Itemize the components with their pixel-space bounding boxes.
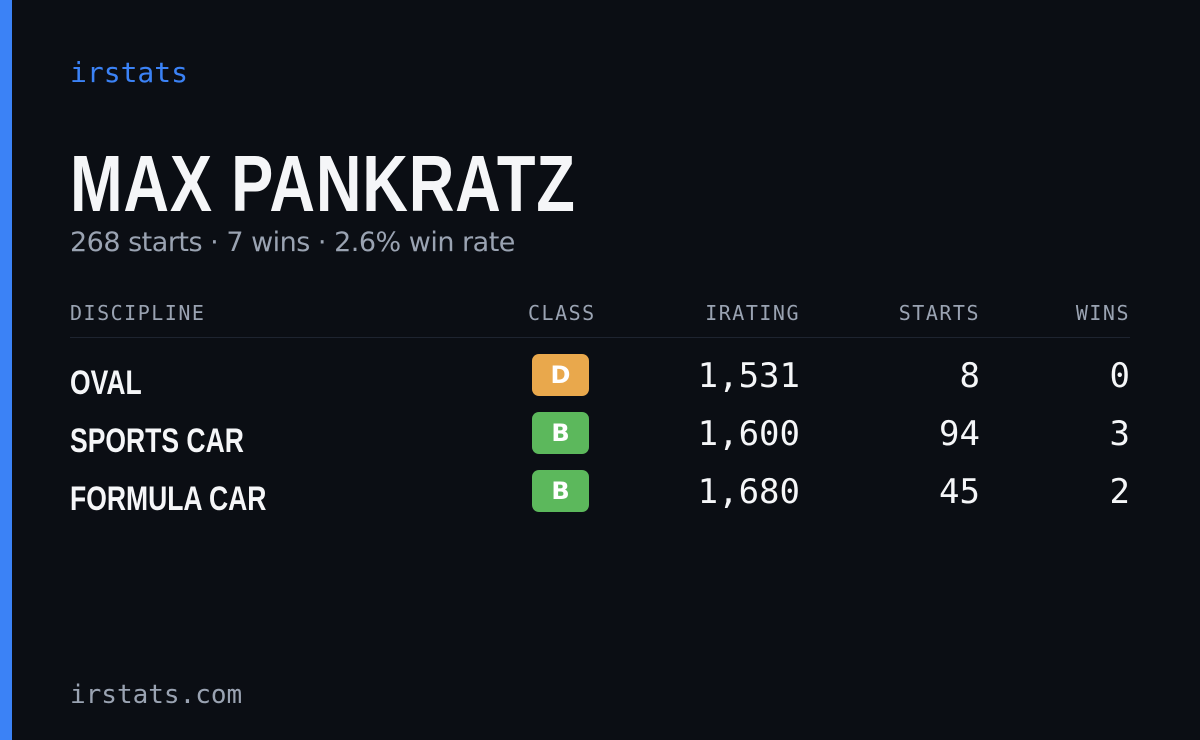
column-header: WINS xyxy=(1075,301,1130,325)
discipline: SPORTS CAR xyxy=(70,422,244,460)
accent-bar xyxy=(0,0,12,740)
wins: 0 xyxy=(1109,356,1130,396)
starts: 45 xyxy=(939,472,980,512)
irating: 1,680 xyxy=(697,472,800,512)
column-header: CLASS xyxy=(528,301,596,325)
column-header: IRATING xyxy=(705,301,800,325)
column-header: STARTS xyxy=(898,301,980,325)
header-rule xyxy=(70,337,1130,338)
footer: irstats.com xyxy=(70,680,243,710)
class-badge: B xyxy=(532,470,589,512)
irating: 1,531 xyxy=(697,356,800,396)
starts: 8 xyxy=(959,356,980,396)
driver-name: MAX PANKRATZ xyxy=(70,139,576,228)
irating: 1,600 xyxy=(697,414,800,454)
class-badge: B xyxy=(532,412,589,454)
starts: 94 xyxy=(939,414,980,454)
class-badge: D xyxy=(532,354,589,396)
brand: irstats xyxy=(70,56,189,89)
wins: 3 xyxy=(1109,414,1130,454)
wins: 2 xyxy=(1109,472,1130,512)
summary: 268 starts · 7 wins · 2.6% win rate xyxy=(70,227,515,258)
column-header: DISCIPLINE xyxy=(70,301,206,325)
discipline: OVAL xyxy=(70,364,142,402)
discipline: FORMULA CAR xyxy=(70,480,267,518)
